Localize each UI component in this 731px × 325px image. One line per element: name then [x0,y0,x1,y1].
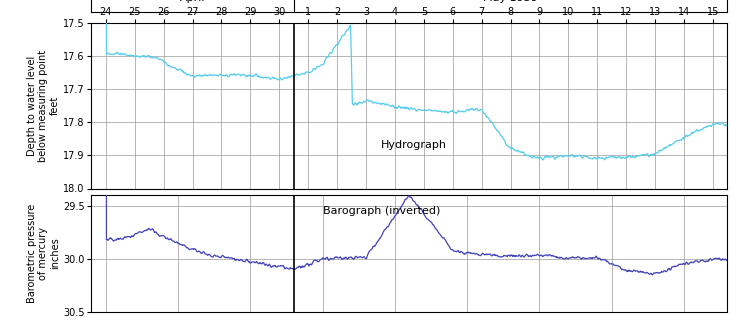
Text: April: April [180,0,205,3]
Y-axis label: Barometric pressure
of mercury
inches: Barometric pressure of mercury inches [27,204,60,303]
Text: May 1939: May 1939 [483,0,538,3]
Text: Hydrograph: Hydrograph [380,140,447,150]
Text: Barograph (inverted): Barograph (inverted) [322,206,440,216]
Y-axis label: Depth to water level
below measuring point
feet: Depth to water level below measuring poi… [27,49,60,162]
